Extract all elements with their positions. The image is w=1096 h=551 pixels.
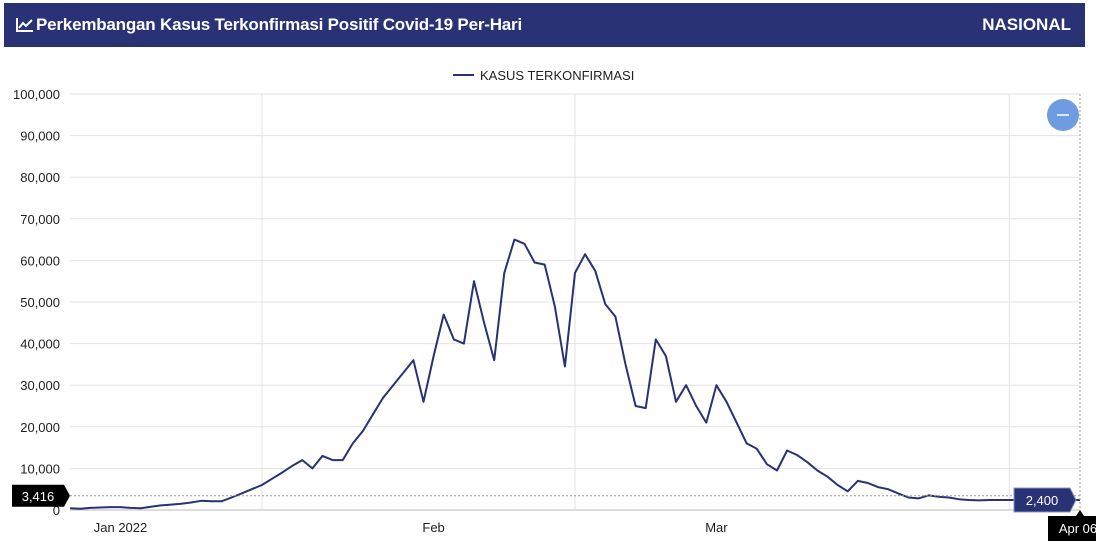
y-tick-label: 10,000 <box>20 461 60 476</box>
legend[interactable]: KASUS TERKONFIRMASI <box>453 68 634 83</box>
value-flag-label: 2,400 <box>1026 493 1059 508</box>
y-tick-label: 80,000 <box>20 170 60 185</box>
crosshair-y-flag: 3,416 <box>12 484 70 507</box>
y-tick-label: 0 <box>53 503 60 518</box>
crosshair-x-flag: Apr 06 <box>1048 510 1096 541</box>
y-tick-label: 100,000 <box>13 87 60 102</box>
y-axis-ticks: 0 10,000 20,000 30,000 40,000 50,000 60,000 70,… <box>13 87 60 518</box>
crosshair: 3,416 2,400 Apr 06 <box>12 94 1096 541</box>
zoom-out-button[interactable] <box>1047 99 1079 131</box>
y-tick-label: 30,000 <box>20 378 60 393</box>
value-flag-bg <box>1013 487 1077 513</box>
y-tick-label: 70,000 <box>20 212 60 227</box>
x-flag-bg <box>1048 510 1096 541</box>
scope-label: NASIONAL <box>982 15 1071 34</box>
grid <box>70 93 1080 511</box>
x-tick-label: Jan 2022 <box>94 520 148 535</box>
legend-label: KASUS TERKONFIRMASI <box>480 68 634 83</box>
chart-header: Perkembangan Kasus Terkonfirmasi Positif… <box>4 3 1085 47</box>
title-wrap: Perkembangan Kasus Terkonfirmasi Positif… <box>16 3 522 47</box>
y-tick-label: 20,000 <box>20 420 60 435</box>
y-flag-bg <box>12 484 70 507</box>
y-tick-label: 50,000 <box>20 295 60 310</box>
x-flag-label: Apr 06 <box>1059 521 1096 536</box>
x-tick-label: Feb <box>422 520 444 535</box>
y-tick-label: 90,000 <box>20 129 60 144</box>
chart-title: Perkembangan Kasus Terkonfirmasi Positif… <box>36 15 522 34</box>
y-tick-label: 60,000 <box>20 253 60 268</box>
series-line-kasus-terkonfirmasi[interactable] <box>69 238 1080 510</box>
y-flag-label: 3,416 <box>22 489 55 504</box>
x-axis-ticks: Jan 2022 Feb Mar <box>94 520 729 535</box>
line-chart-icon <box>16 18 33 32</box>
y-tick-label: 40,000 <box>20 337 60 352</box>
x-tick-label: Mar <box>705 520 728 535</box>
crosshair-value-flag: 2,400 <box>1013 487 1077 513</box>
